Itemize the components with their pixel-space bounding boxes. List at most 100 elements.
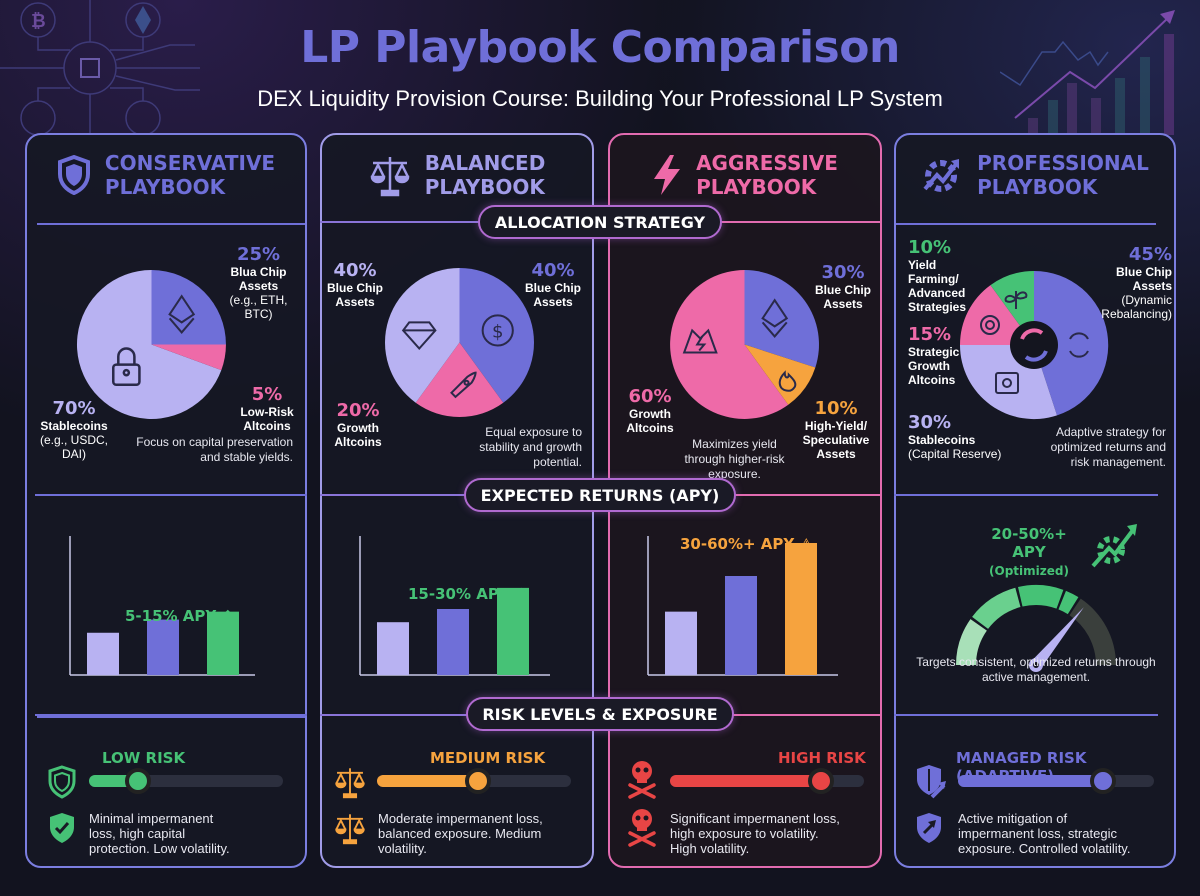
section-line-aggressive xyxy=(608,221,882,223)
risk-title: LOW RISK xyxy=(102,749,186,767)
alloc-detail: (Dynamic Rebalancing) xyxy=(1101,293,1172,321)
apy-bar xyxy=(497,587,529,675)
refresh-icon xyxy=(1069,332,1089,358)
apy-text: 30-60%+ APY xyxy=(680,535,795,553)
section-line-aggressive-risk xyxy=(608,714,882,716)
gauge-segment xyxy=(1018,585,1064,609)
gauge-segment xyxy=(972,587,1021,629)
risk-slider-knob[interactable] xyxy=(124,768,151,794)
gauge-needle-hub-center xyxy=(1033,662,1039,668)
allocation-note: Adaptive strategy for optimized returns … xyxy=(1050,425,1166,469)
alloc-name: Blue Chip Assets xyxy=(327,281,383,309)
panel-title: PROFESSIONAL PLAYBOOK xyxy=(977,151,1149,199)
rebalance-icon-arc xyxy=(1024,350,1048,362)
apy-label: 5-15% APY ⬆ xyxy=(125,607,234,625)
rebalance-icon xyxy=(1020,328,1044,340)
allocation-pie xyxy=(670,270,819,419)
alloc-label-growth: 20% Growth Altcoins xyxy=(328,401,388,450)
alloc-name: Growth Altcoins xyxy=(626,407,674,435)
apy-sublabel: (Optimized) xyxy=(989,564,1069,578)
apy-bar xyxy=(87,632,119,675)
apy-bar-chart xyxy=(359,536,550,676)
pie-slice-low-risk-altcoins xyxy=(151,344,226,371)
section-line-professional-risk xyxy=(894,714,1158,716)
alloc-pct: 30% xyxy=(908,412,952,433)
gauge-segment xyxy=(1069,598,1116,665)
pie-slice-blue-chip xyxy=(1034,270,1109,416)
risk-title: MEDIUM RISK xyxy=(430,749,546,767)
section-line-conservative-returns xyxy=(35,494,307,496)
alloc-label-yield-farming: 10% Yield Farming/ Advanced Strategies xyxy=(908,237,986,315)
title-line-1: CONSERVATIVE xyxy=(104,151,276,175)
panel-title: CONSERVATIVE PLAYBOOK xyxy=(105,151,275,199)
apy-bar-chart xyxy=(647,536,838,676)
circuit-decoration: ₿ xyxy=(0,0,200,135)
risk-description: Minimal impermanent loss, high capital p… xyxy=(89,811,230,856)
section-badge-risk: RISK LEVELS & EXPOSURE xyxy=(466,697,734,731)
apy-label: 30-60%+ APY ⚠ xyxy=(680,535,813,553)
safe-icon xyxy=(995,372,1019,394)
apy-bar xyxy=(207,611,239,675)
alloc-name: Blue Chip Assets xyxy=(1116,265,1172,293)
alloc-label-growth: 15% Strategic Growth Altcoins xyxy=(908,325,968,388)
alloc-pct: 10% xyxy=(908,237,952,258)
apy-bar-chart xyxy=(69,536,255,676)
risk-description: Significant impermanent loss, high expos… xyxy=(670,811,840,856)
alloc-pct: 40% xyxy=(333,260,377,281)
page-subtitle: DEX Liquidity Provision Course: Building… xyxy=(257,86,943,111)
apy-text: 20-50%+ APY xyxy=(991,525,1067,561)
shield-arrow-icon xyxy=(917,813,941,843)
risk-slider[interactable] xyxy=(670,768,864,794)
alloc-pct: 40% xyxy=(531,260,575,281)
panel-header: CONSERVATIVE PLAYBOOK xyxy=(27,151,305,199)
up-arrow-icon: ⬆ xyxy=(514,585,528,603)
risk-slider[interactable] xyxy=(958,768,1154,794)
lightning-icon xyxy=(654,155,681,195)
risk-slider[interactable] xyxy=(377,768,571,794)
title-line-2: PLAYBOOK xyxy=(424,175,545,199)
risk-slider-knob[interactable] xyxy=(808,768,835,794)
alloc-name: High-Yield/ Speculative Assets xyxy=(802,419,870,461)
panel-title: AGGRESSIVE PLAYBOOK xyxy=(696,151,838,199)
alloc-name: Blua Chip Assets xyxy=(230,265,287,293)
risk-slider-knob[interactable] xyxy=(1090,768,1117,794)
pie-slice-blue-chip-right xyxy=(459,268,535,403)
gear-trend-icon xyxy=(1091,524,1137,568)
section-line-conservative-risk xyxy=(35,714,307,716)
apy-bar xyxy=(665,611,697,675)
title-line-2: PLAYBOOK xyxy=(104,175,226,199)
apy-label: 20-50%+ APY (Optimized) xyxy=(974,525,1084,579)
alloc-detail: (e.g., USDC, DAI) xyxy=(39,433,108,461)
apy-text: 5-15% APY xyxy=(125,607,217,625)
alloc-pct: 30% xyxy=(821,262,865,283)
section-line-allocation xyxy=(320,221,608,223)
scales-icon xyxy=(335,814,365,845)
section-badge-returns: EXPECTED RETURNS (APY) xyxy=(464,478,736,512)
alloc-pct: 45% xyxy=(1128,244,1172,265)
sprout-icon xyxy=(1004,291,1028,309)
pie-slice-blue-chip-left xyxy=(384,268,460,403)
pie-slice-high-yield xyxy=(744,344,816,405)
divider xyxy=(896,223,1156,225)
divider xyxy=(37,223,305,225)
gauge-segment xyxy=(1058,590,1079,615)
allocation-note: Maximizes yield through higher-risk expo… xyxy=(684,437,785,481)
risk-slider-fill xyxy=(958,775,1104,787)
allocation-note: Equal exposure to stability and growth p… xyxy=(479,425,582,469)
page-title: LP Playbook Comparison xyxy=(300,22,900,73)
svg-text:₿: ₿ xyxy=(31,11,46,32)
risk-slider-knob[interactable] xyxy=(464,768,491,794)
apy-label: 15-30% APY ⬆ xyxy=(408,585,528,603)
lock-icon xyxy=(112,347,141,387)
gauge-segment xyxy=(956,619,987,665)
pie-slice-growth-altcoins xyxy=(670,270,789,419)
alloc-label-high-yield: 10% High-Yield/ Speculative Assets xyxy=(800,399,872,462)
panel-professional: PROFESSIONAL PLAYBOOK 10% Yield Farming/ … xyxy=(894,133,1176,868)
alloc-label-blue-chip: 30% Blue Chip Assets xyxy=(810,262,876,312)
title-line-2: PLAYBOOK xyxy=(977,175,1098,199)
dollar-icon: $ xyxy=(481,314,514,347)
risk-slider[interactable] xyxy=(89,768,283,794)
section-line-aggressive-returns xyxy=(608,494,882,496)
risk-slider-fill xyxy=(670,775,822,787)
alloc-label-blue-chip-left: 40% Blue Chip Assets xyxy=(324,260,386,310)
